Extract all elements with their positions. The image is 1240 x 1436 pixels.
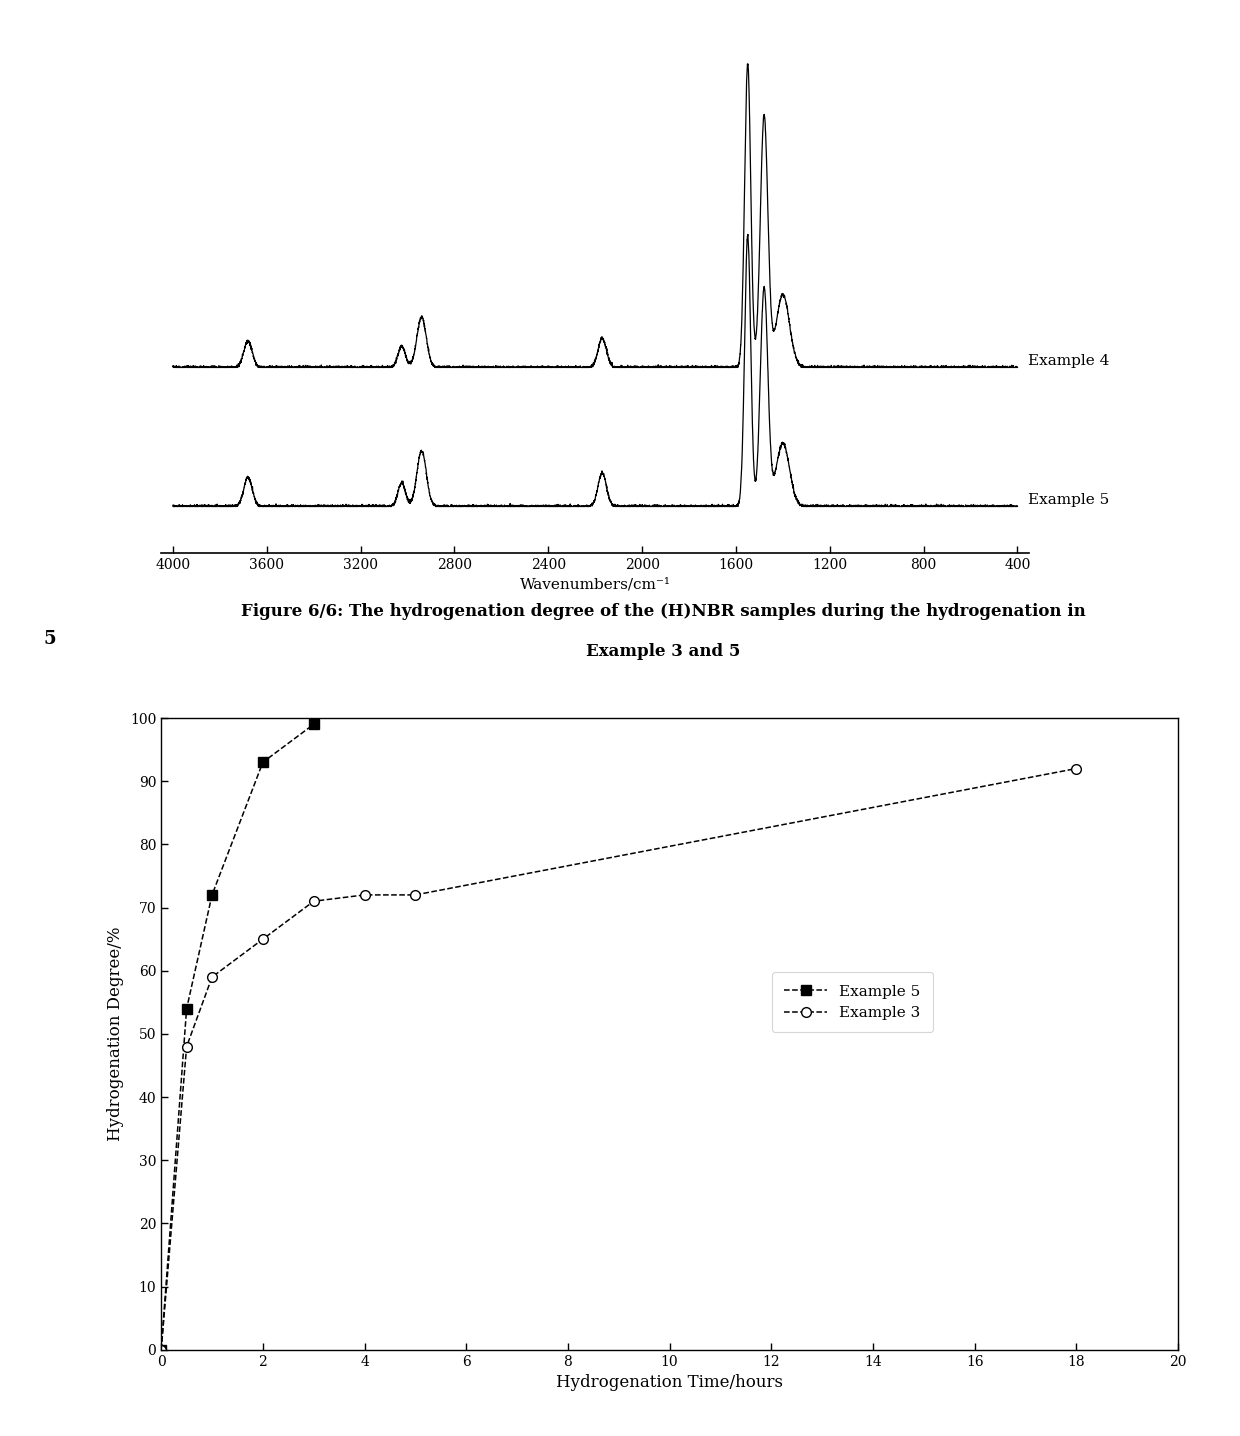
- Text: Example 3 and 5: Example 3 and 5: [587, 643, 740, 661]
- Example 3: [306, 893, 321, 910]
- Example 3: [205, 968, 219, 985]
- Example 3: [179, 1038, 193, 1055]
- Legend: Example 5, Example 3: Example 5, Example 3: [773, 972, 932, 1032]
- Line: Example 3: Example 3: [156, 764, 1081, 1354]
- Line: Example 5: Example 5: [156, 719, 319, 1354]
- Text: Figure 6/6: The hydrogenation degree of the (H)NBR samples during the hydrogenat: Figure 6/6: The hydrogenation degree of …: [241, 603, 1086, 620]
- Text: Example 5: Example 5: [1028, 493, 1110, 507]
- Example 3: [255, 931, 270, 948]
- Example 5: [205, 886, 219, 903]
- X-axis label: Wavenumbers/cm⁻¹: Wavenumbers/cm⁻¹: [520, 577, 671, 592]
- Y-axis label: Hydrogenation Degree/%: Hydrogenation Degree/%: [108, 926, 124, 1142]
- Example 5: [179, 999, 193, 1017]
- Example 5: [255, 754, 270, 771]
- Example 3: [357, 886, 372, 903]
- Example 3: [1069, 760, 1084, 777]
- Example 5: [306, 715, 321, 732]
- Example 3: [408, 886, 423, 903]
- Example 5: [154, 1341, 169, 1358]
- Text: Example 4: Example 4: [1028, 353, 1110, 368]
- Text: 5: 5: [43, 630, 56, 648]
- X-axis label: Hydrogenation Time/hours: Hydrogenation Time/hours: [556, 1374, 784, 1391]
- Example 3: [154, 1341, 169, 1358]
